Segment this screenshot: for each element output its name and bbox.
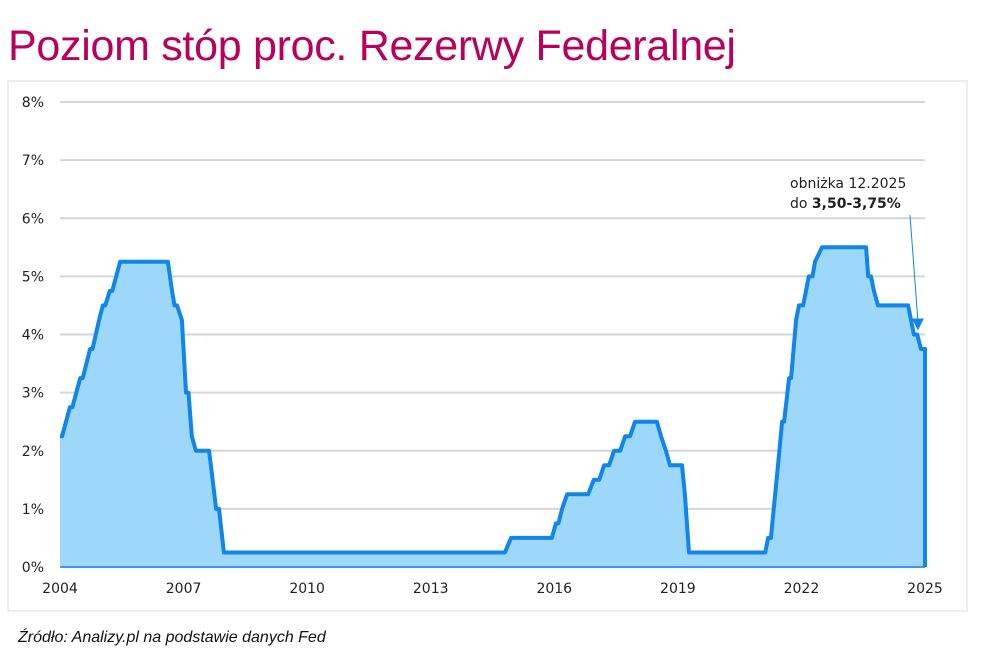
y-tick-label: 3%: [22, 386, 44, 402]
source-note: Źródło: Analizy.pl na podstawie danych F…: [18, 629, 326, 646]
annotation-prefix: do: [790, 196, 812, 212]
y-tick-label: 4%: [22, 328, 44, 344]
x-tick-label: 2010: [289, 581, 325, 597]
y-tick-label: 6%: [22, 211, 44, 227]
y-tick-label: 5%: [22, 269, 44, 285]
y-tick-label: 8%: [22, 95, 44, 111]
area-fill: [60, 247, 925, 568]
x-tick-label: 2025: [907, 581, 943, 597]
annotation-line1: obniżka 12.2025: [790, 176, 906, 192]
x-tick-label: 2016: [536, 581, 572, 597]
y-tick-label: 7%: [22, 153, 44, 169]
x-tick-label: 2004: [42, 581, 78, 597]
x-tick-label: 2022: [784, 581, 820, 597]
x-tick-label: 2019: [660, 581, 696, 597]
annotation-arrowhead-icon: [911, 318, 924, 331]
y-tick-label: 0%: [22, 560, 44, 576]
annotation-line2: do 3,50-3,75%: [790, 196, 901, 212]
x-tick-label: 2007: [166, 581, 202, 597]
x-tick-label: 2013: [413, 581, 449, 597]
annotation-value: 3,50-3,75%: [812, 196, 901, 212]
chart-title: Poziom stóp proc. Rezerwy Federalnej: [8, 22, 736, 70]
annotation-arrow-line: [909, 214, 919, 321]
y-tick-label: 2%: [22, 444, 44, 460]
rate-line: [60, 245, 927, 567]
y-tick-label: 1%: [22, 502, 44, 518]
chart-frame: [7, 80, 968, 612]
